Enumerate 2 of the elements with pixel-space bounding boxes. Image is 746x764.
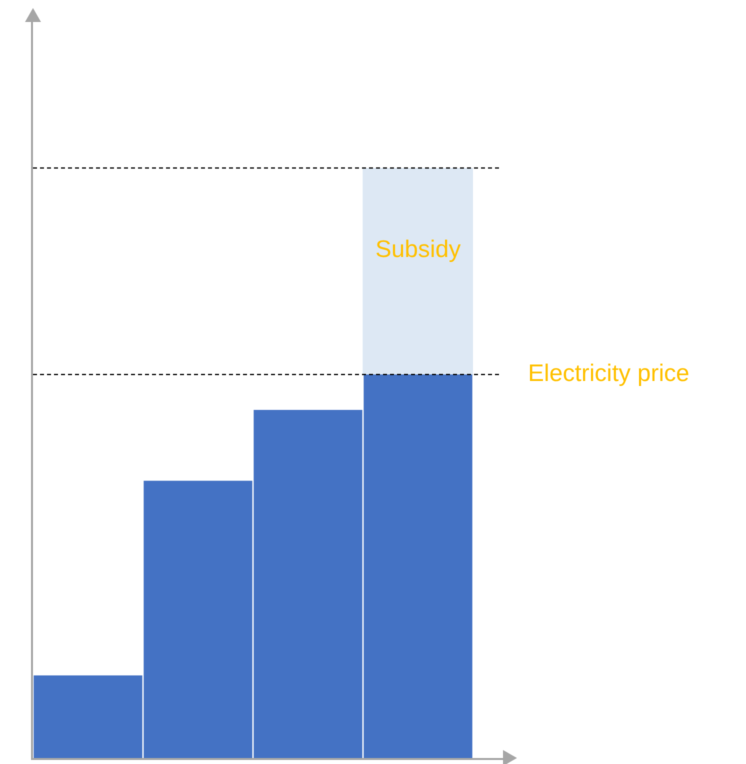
annotation: Subsidy	[375, 236, 461, 264]
ref-line-label: Electricity price	[528, 360, 690, 388]
